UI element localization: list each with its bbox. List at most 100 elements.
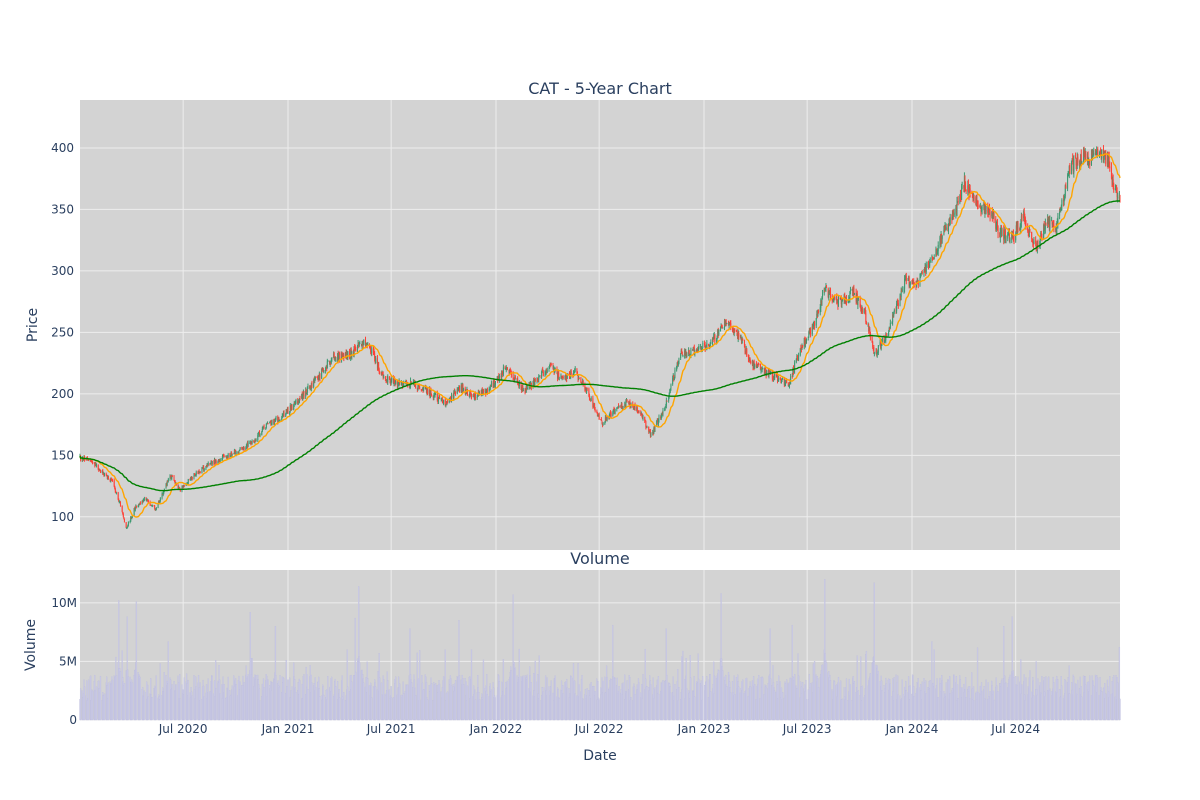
candle-body — [498, 375, 500, 381]
candle-body — [771, 371, 773, 379]
candle-body — [397, 384, 399, 387]
candle-body — [538, 376, 540, 378]
volume-bar — [578, 684, 580, 721]
candle-body — [924, 267, 926, 272]
candle-body — [251, 440, 253, 444]
candle-body — [875, 351, 877, 354]
candle-body — [326, 365, 328, 369]
candle-body — [82, 459, 84, 461]
price-y-axis-label: Price — [25, 308, 41, 342]
candle-body — [1111, 176, 1113, 183]
candle-body — [963, 176, 965, 190]
candle-body — [909, 281, 911, 286]
candle-body — [566, 374, 568, 380]
candle-body — [839, 298, 841, 300]
candle-body — [490, 385, 492, 387]
candle-body — [770, 371, 772, 373]
candle-body — [257, 435, 259, 441]
candle-body — [554, 369, 556, 373]
candle-body — [125, 522, 127, 528]
candle-body — [672, 375, 674, 378]
candle-body — [1056, 222, 1058, 225]
candle-body — [113, 480, 115, 487]
volume-bar — [462, 684, 465, 721]
candle-body — [157, 503, 159, 509]
candle-body — [378, 362, 380, 369]
candle-body — [828, 291, 830, 298]
candle-body — [335, 359, 337, 361]
candle-body — [346, 351, 348, 358]
candle-body — [783, 378, 785, 386]
candle-body — [1003, 235, 1005, 240]
candle-body — [516, 378, 518, 380]
candle-body — [273, 419, 275, 425]
candle-body — [578, 377, 580, 379]
volume-bar — [107, 682, 110, 721]
candle-body — [924, 270, 926, 273]
candle-body — [582, 380, 584, 386]
candle-body — [97, 464, 99, 470]
candle-body — [1057, 216, 1059, 224]
candle-body — [673, 376, 675, 380]
candle-body — [297, 400, 299, 404]
candle-body — [530, 383, 532, 385]
volume-bar — [562, 693, 564, 721]
candle-body — [937, 245, 939, 252]
candle-body — [274, 419, 276, 421]
candle-body — [489, 388, 491, 390]
candle-body — [697, 347, 699, 352]
candle-body — [721, 326, 723, 328]
candle-body — [444, 399, 446, 406]
candle-body — [472, 394, 474, 398]
candle-body — [209, 463, 211, 465]
candle-body — [937, 250, 939, 253]
candle-body — [652, 431, 654, 434]
candle-body — [775, 373, 777, 376]
volume-bar — [187, 679, 189, 721]
candle-body — [266, 423, 268, 425]
candle-body — [741, 339, 743, 344]
candle-body — [576, 368, 578, 374]
candle-body — [87, 459, 89, 461]
volume-bar — [171, 684, 173, 721]
candle-body — [226, 456, 228, 458]
candle-body — [291, 405, 293, 410]
volume-bar — [1089, 675, 1091, 721]
candle-body — [1031, 239, 1033, 242]
volume-bar — [694, 696, 696, 721]
candle-body — [1116, 191, 1118, 198]
candle-body — [632, 405, 634, 408]
candle-body — [722, 327, 724, 329]
candle-body — [995, 218, 997, 229]
volume-bar — [762, 677, 764, 721]
candle-body — [387, 376, 389, 383]
candle-body — [702, 343, 704, 348]
candle-body — [1043, 224, 1045, 239]
candle-body — [290, 405, 292, 411]
candle-body — [400, 382, 402, 384]
volume-bar — [514, 667, 516, 721]
candle-body — [110, 478, 112, 482]
candle-body — [285, 409, 287, 415]
candle-body — [218, 460, 220, 462]
volume-bar — [147, 696, 149, 721]
candle-body — [766, 370, 768, 376]
volume-bar — [869, 673, 872, 721]
candle-body — [425, 388, 427, 392]
candle-body — [638, 410, 640, 413]
candle-body — [213, 459, 215, 464]
volume-bar — [634, 694, 636, 721]
candle-body — [197, 472, 199, 474]
candle-body — [350, 349, 352, 359]
candle-body — [498, 375, 500, 381]
candle-body — [617, 406, 619, 409]
candle-body — [1044, 228, 1046, 230]
candle-body — [1041, 236, 1043, 239]
candle-body — [130, 516, 132, 522]
candle-body — [853, 287, 855, 295]
candle-body — [909, 284, 911, 286]
candle-body — [693, 347, 695, 354]
candle-body — [107, 476, 109, 480]
volume-bar — [311, 682, 313, 721]
candle-body — [342, 355, 344, 357]
